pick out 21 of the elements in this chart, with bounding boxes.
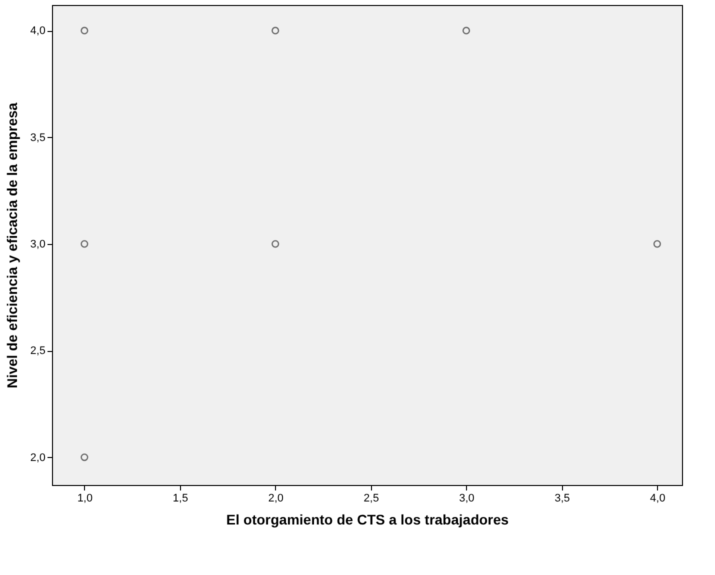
- point: [272, 240, 280, 248]
- point: [80, 453, 88, 462]
- y-tick-label: 4,0: [30, 25, 46, 38]
- x-tick-label: 3,0: [459, 492, 474, 504]
- point: [80, 240, 88, 248]
- point: [80, 26, 88, 34]
- y-tick-label: 2,5: [30, 345, 46, 358]
- point: [653, 240, 661, 248]
- x-axis-title: El otorgamiento de CTS a los trabajadores: [226, 512, 509, 528]
- point: [272, 26, 280, 34]
- y-tick-label: 2,0: [30, 452, 46, 464]
- x-tick-label: 1,0: [77, 492, 93, 504]
- point: [462, 26, 470, 34]
- x-tick-label: 4,0: [650, 492, 666, 504]
- y-tick-label: 3,5: [30, 132, 46, 144]
- x-tick-label: 3,5: [554, 492, 570, 504]
- y-tick-label: 3,0: [30, 238, 46, 250]
- x-tick-label: 2,0: [268, 492, 284, 504]
- x-tick-label: 1,5: [172, 492, 188, 504]
- y-axis-title: Nivel de eficiencia y eficacia de la empresa: [4, 102, 20, 388]
- x-tick-label: 2,5: [364, 492, 379, 504]
